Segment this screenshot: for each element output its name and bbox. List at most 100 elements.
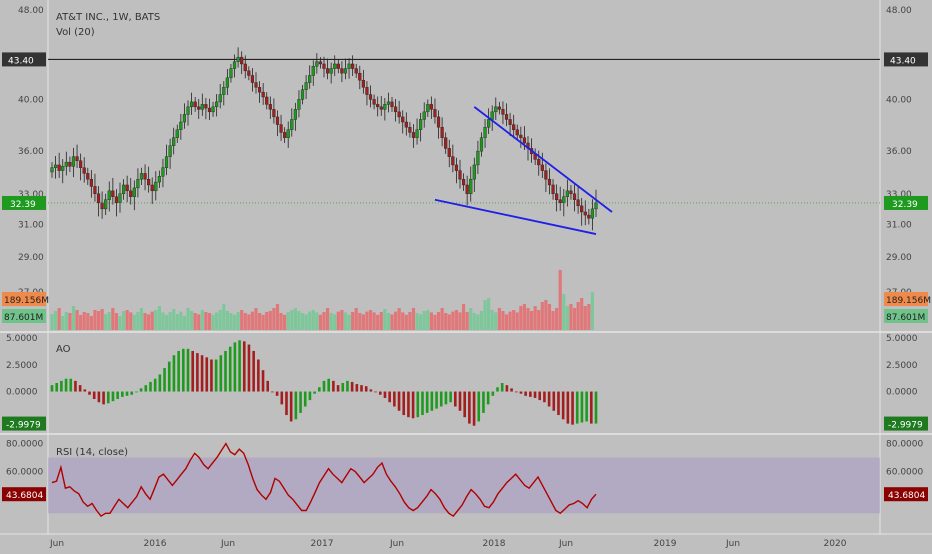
candle-body <box>490 111 494 120</box>
candle-body <box>157 176 161 183</box>
rsi-line <box>51 442 597 518</box>
rsi-tick-left: 60.0000 <box>6 467 43 477</box>
volume-bar <box>225 311 229 330</box>
volume-bar <box>404 314 408 330</box>
candle-body <box>100 202 104 210</box>
ao-bar <box>167 361 171 392</box>
ao-bar <box>182 348 185 392</box>
ao-bar <box>468 391 471 424</box>
ao-bar <box>552 391 556 411</box>
volume-bar <box>229 313 233 330</box>
candle-body <box>551 184 555 195</box>
volume-bar <box>469 308 473 330</box>
level-badge-text: 43.40 <box>8 56 34 66</box>
volume-bar <box>419 314 423 330</box>
ao-bar <box>64 378 68 392</box>
volume-bar <box>96 311 101 330</box>
candle-body <box>515 129 519 136</box>
ao-bar <box>289 391 293 422</box>
volume-pane <box>50 270 595 330</box>
ao-bar <box>60 380 63 392</box>
ao-bar <box>407 391 410 418</box>
ao-bar <box>224 350 227 392</box>
volume-bar <box>336 311 340 330</box>
price-tick-right: 36.00 <box>886 147 912 157</box>
volume-bar <box>254 308 258 330</box>
candle-body <box>476 150 480 166</box>
last-price-badge <box>2 195 46 210</box>
volume-bar <box>537 310 541 330</box>
candle-body <box>426 104 430 113</box>
candle-body <box>93 186 97 195</box>
volume-bar <box>304 314 308 330</box>
candle-body <box>555 193 559 200</box>
candle-body <box>193 101 197 108</box>
candle-body <box>283 132 287 138</box>
candle-body <box>354 68 358 74</box>
volume-bar <box>433 314 437 330</box>
ao-bar <box>547 391 551 407</box>
candle-body <box>121 184 126 195</box>
volume-bar <box>397 308 401 330</box>
candle-body <box>179 121 183 130</box>
rsi-tick-right: 60.0000 <box>886 467 923 477</box>
axes-layer: 48.00 48.00 40.00 40.00 36.00 36.00 33.00 33.00… <box>2 6 931 549</box>
candle-body <box>397 111 401 118</box>
volume-bar <box>476 314 480 330</box>
candle-body <box>261 91 265 98</box>
volume-bar <box>189 311 194 330</box>
price-tick-right: 31.00 <box>886 220 912 230</box>
volume-bar <box>529 311 534 330</box>
volume-bar <box>343 312 348 330</box>
candle-body <box>351 63 355 69</box>
volume-bar <box>379 312 383 330</box>
candle-body <box>444 137 448 149</box>
volume-badge <box>2 309 46 323</box>
candle-body <box>57 164 61 171</box>
candle-body <box>197 106 201 110</box>
volume-bar <box>211 314 215 330</box>
ao-bar <box>350 381 354 392</box>
volume-bar <box>497 308 501 330</box>
candle-body <box>537 159 541 166</box>
time-tick: Jun <box>220 539 235 549</box>
candle-body <box>433 109 437 118</box>
volume-bar <box>147 314 151 330</box>
ao-bar <box>594 391 598 424</box>
candle-body <box>368 94 373 100</box>
volume-bar <box>68 313 72 330</box>
candle-body <box>569 190 573 195</box>
price-tick-left: 48.00 <box>18 6 44 16</box>
ao-bar <box>252 350 255 392</box>
ao-bar <box>332 380 335 392</box>
ao-bar <box>529 391 532 397</box>
ao-bar <box>228 346 232 392</box>
ao-bar <box>454 391 457 407</box>
candle-body <box>50 167 54 173</box>
candle-body <box>225 77 229 88</box>
ao-bar <box>435 391 438 409</box>
ao-bar <box>496 387 499 392</box>
time-tick: 2018 <box>483 539 506 549</box>
labels-layer: AT&T INC., 1W, BATS Vol (20) AO RSI (14,… <box>56 12 160 458</box>
price-tick-right: 40.00 <box>886 95 912 105</box>
volume-bar <box>179 311 183 330</box>
ao-bar <box>463 391 466 418</box>
volume-bar <box>164 314 169 330</box>
ao-bar <box>106 391 110 404</box>
ao-value-badge-text: -2.9979 <box>6 421 41 431</box>
candle-body <box>501 109 505 115</box>
ao-bar <box>139 388 143 392</box>
candle-body <box>243 63 247 72</box>
candle-body <box>451 156 455 166</box>
rsi-pane <box>48 442 880 518</box>
candle-body <box>79 160 83 168</box>
volume-bar <box>483 300 487 330</box>
volume-bar <box>576 302 580 330</box>
candle-body <box>372 99 376 105</box>
volume-bar <box>89 316 93 330</box>
ao-bar <box>242 341 246 392</box>
time-tick: Jun <box>558 539 573 549</box>
candle-body <box>172 137 176 146</box>
